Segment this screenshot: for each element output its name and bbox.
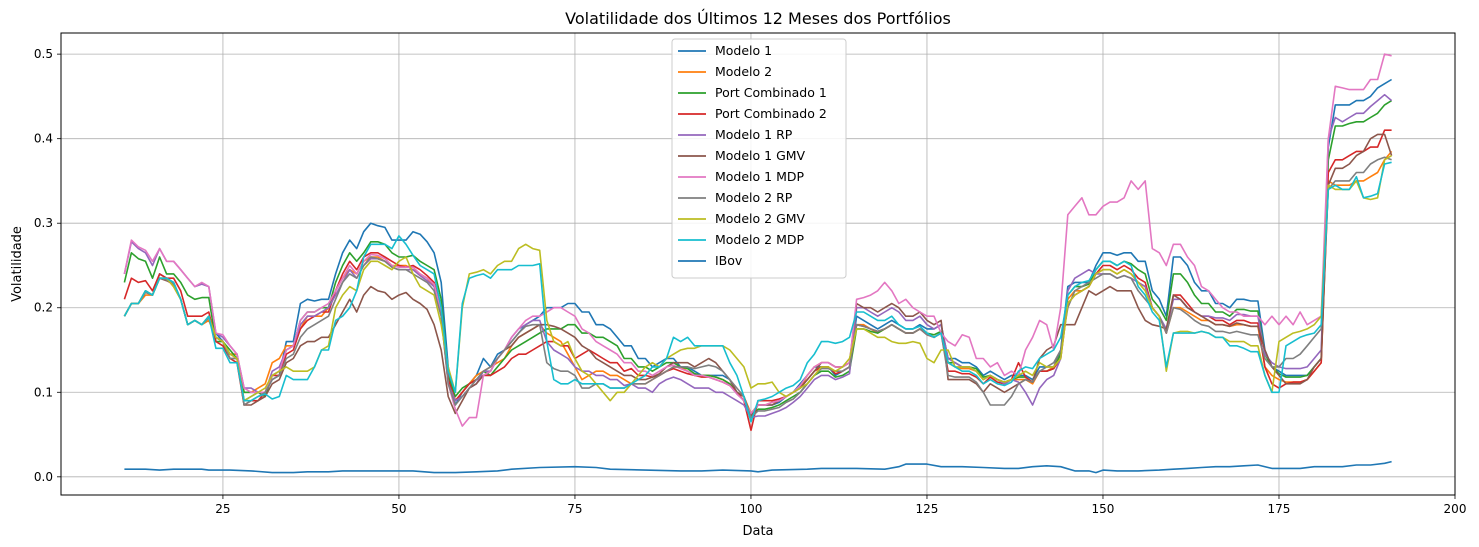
legend-label: Modelo 1 MDP (715, 169, 804, 184)
legend-label: Modelo 2 (715, 64, 772, 79)
legend-label: Port Combinado 1 (715, 85, 827, 100)
x-tick-label: 75 (567, 502, 582, 516)
x-axis-label: Data (742, 524, 773, 539)
y-tick-label: 0.3 (34, 216, 53, 230)
legend-label: Modelo 2 RP (715, 190, 793, 205)
x-tick-label: 175 (1268, 502, 1291, 516)
x-tick-label: 50 (391, 502, 406, 516)
x-tick-label: 25 (215, 502, 230, 516)
legend-label: Modelo 1 GMV (715, 148, 806, 163)
x-tick-label: 150 (1092, 502, 1115, 516)
legend-label: Modelo 1 RP (715, 127, 793, 142)
legend: Modelo 1 Modelo 2 Port Combinado 1 Port Com… (671, 38, 847, 279)
series-line (123, 156, 1392, 419)
y-axis-label: Volatilidade (10, 226, 25, 302)
series-line (123, 154, 1393, 402)
legend-box (671, 38, 847, 279)
legend-label: Modelo 1 (715, 43, 772, 58)
legend-label: Modelo 2 GMV (715, 211, 806, 226)
series-line (123, 53, 1392, 427)
legend-label: IBov (715, 253, 743, 268)
x-tick-label: 200 (1444, 502, 1467, 516)
x-tick-label: 100 (740, 502, 763, 516)
series-line (124, 460, 1392, 474)
series-line (123, 99, 1393, 419)
series-line (123, 161, 1392, 423)
y-axis-ticks: 0.0 0.1 0.2 0.3 0.4 0.5 (34, 47, 61, 484)
x-axis-ticks: 25 50 75 100 125 150 175 200 (215, 495, 1466, 516)
y-tick-label: 0.2 (34, 301, 53, 315)
chart-title: Volatilidade dos Últimos 12 Meses dos Po… (565, 9, 951, 28)
legend-label: Modelo 2 MDP (715, 232, 804, 247)
y-tick-label: 0.1 (34, 385, 53, 399)
series-lines (123, 53, 1393, 474)
y-tick-label: 0.4 (34, 132, 53, 146)
y-tick-label: 0.0 (34, 470, 53, 484)
x-tick-label: 125 (916, 502, 939, 516)
legend-label: Port Combinado 2 (715, 106, 827, 121)
y-tick-label: 0.5 (34, 47, 53, 61)
plot-area-frame (60, 32, 1456, 496)
